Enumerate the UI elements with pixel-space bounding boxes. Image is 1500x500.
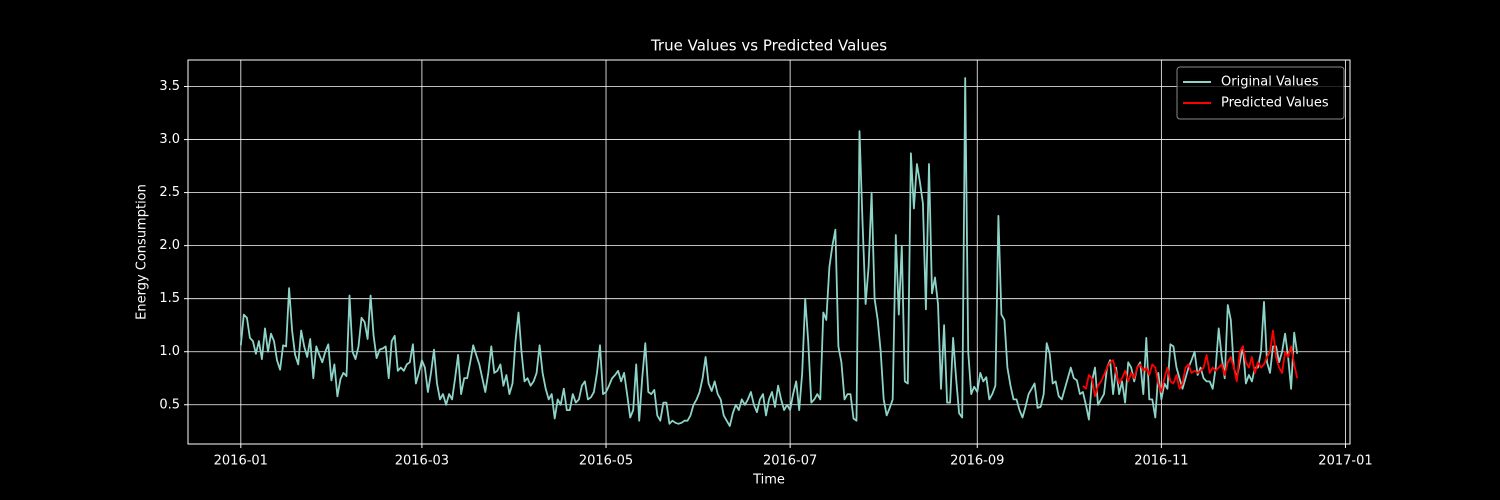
x-tick-label: 2016-11	[1134, 454, 1188, 469]
y-tick-label: 2.5	[159, 185, 180, 200]
y-tick-label: 3.5	[159, 79, 180, 94]
y-tick-label: 2.0	[159, 238, 180, 253]
legend-box	[1176, 66, 1345, 120]
x-tick-label: 2016-09	[950, 454, 1004, 469]
y-tick-label: 1.0	[159, 344, 180, 359]
x-axis-label: Time	[752, 473, 785, 488]
x-tick-label: 2016-05	[579, 454, 633, 469]
x-tick-label: 2016-03	[395, 454, 449, 469]
data-line	[1082, 329, 1299, 398]
data-line	[239, 77, 1299, 427]
x-tick-label: 2016-01	[214, 454, 268, 469]
chart-title: True Values vs Predicted Values	[650, 37, 887, 55]
plot-frame	[187, 59, 1351, 445]
y-tick-label: 1.5	[159, 291, 180, 306]
legend-label: Predicted Values	[1221, 96, 1329, 111]
y-axis-label: Energy Consumption	[135, 184, 150, 320]
legend-label: Original Values	[1221, 75, 1319, 90]
x-tick-label: 2017-01	[1318, 454, 1372, 469]
y-tick-label: 0.5	[159, 397, 180, 412]
y-tick-label: 3.0	[159, 132, 180, 147]
x-tick-label: 2016-07	[763, 454, 817, 469]
